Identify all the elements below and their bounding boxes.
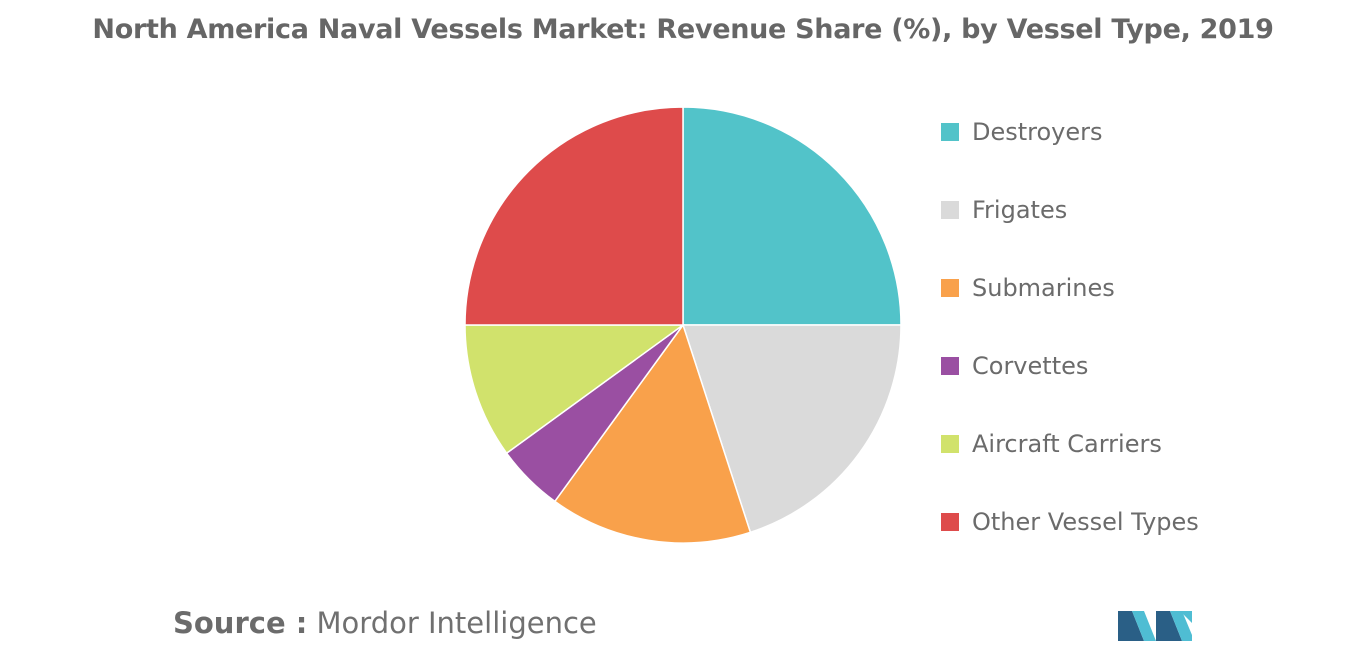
mordor-intelligence-logo-icon bbox=[1118, 611, 1192, 641]
legend-swatch bbox=[941, 279, 959, 297]
legend-swatch bbox=[941, 435, 959, 453]
pie-slices bbox=[464, 106, 902, 544]
pie-slice-other-vessel-types bbox=[464, 106, 684, 326]
pie-slice-frigates bbox=[681, 324, 902, 534]
legend-item-submarines: Submarines bbox=[941, 264, 1115, 312]
legend-item-aircraft-carriers: Aircraft Carriers bbox=[941, 420, 1162, 468]
legend-label: Frigates bbox=[972, 196, 1068, 224]
pie-slice-submarines bbox=[553, 323, 752, 544]
legend-swatch bbox=[941, 357, 959, 375]
source-text: Mordor Intelligence bbox=[316, 606, 597, 640]
source-note: Source : Mordor Intelligence bbox=[173, 606, 597, 640]
pie-slice-aircraft-carriers bbox=[464, 324, 686, 455]
legend-label: Other Vessel Types bbox=[972, 508, 1199, 536]
legend-label: Submarines bbox=[972, 274, 1115, 302]
legend-swatch bbox=[941, 201, 959, 219]
legend-item-destroyers: Destroyers bbox=[941, 108, 1103, 156]
legend-label: Corvettes bbox=[972, 352, 1089, 380]
pie-slice-destroyers bbox=[682, 106, 902, 326]
source-label: Source : bbox=[173, 606, 308, 640]
legend-label: Destroyers bbox=[972, 118, 1103, 146]
legend-item-corvettes: Corvettes bbox=[941, 342, 1088, 390]
legend-swatch bbox=[941, 123, 959, 141]
legend-item-frigates: Frigates bbox=[941, 186, 1067, 234]
legend-item-other-vessel-types: Other Vessel Types bbox=[941, 498, 1199, 546]
legend-swatch bbox=[941, 513, 959, 531]
chart-title: North America Naval Vessels Market: Reve… bbox=[92, 14, 1274, 45]
legend-label: Aircraft Carriers bbox=[972, 430, 1162, 458]
